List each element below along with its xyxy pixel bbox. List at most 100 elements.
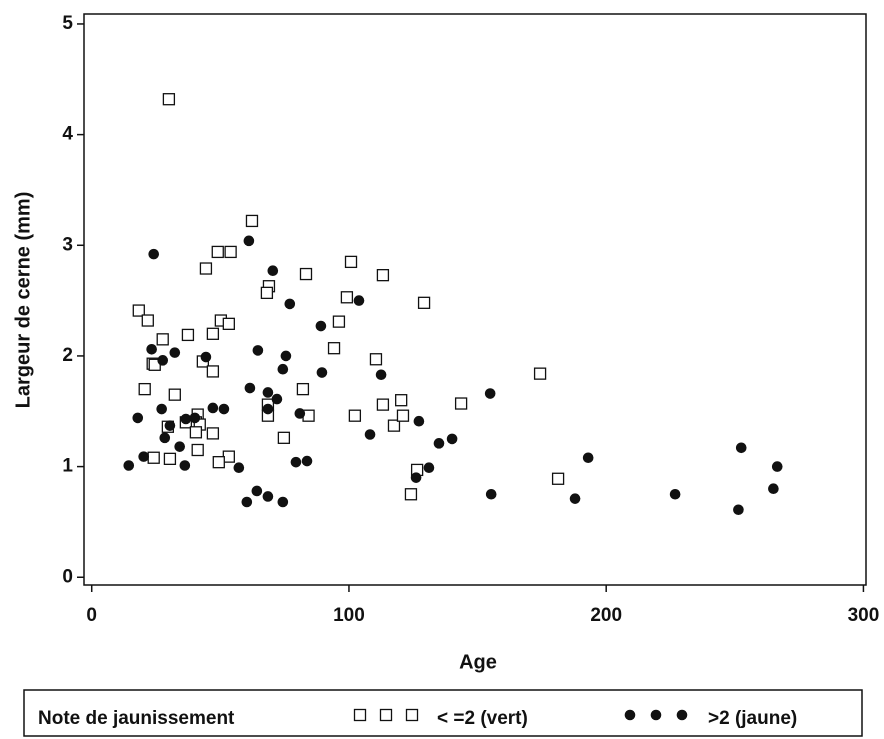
legend-marker: [379, 708, 393, 722]
y-tick-label: 3: [62, 234, 73, 255]
point: [375, 369, 387, 381]
point: [174, 441, 185, 452]
point: [132, 412, 144, 424]
point: [222, 450, 235, 463]
point: [316, 367, 328, 378]
legend-title: Note de jaunissement: [38, 708, 235, 729]
point: [669, 488, 681, 500]
legend-label: < =2 (vert): [437, 708, 528, 729]
point: [395, 394, 408, 407]
point: [404, 488, 418, 501]
point: [413, 415, 425, 427]
point: [138, 382, 151, 396]
legend-marker: [676, 709, 688, 721]
point: [387, 419, 401, 432]
point: [271, 393, 283, 405]
point: [224, 245, 237, 259]
point: [207, 402, 219, 414]
point: [446, 433, 458, 445]
point: [327, 342, 341, 355]
point: [410, 472, 422, 483]
point: [299, 267, 313, 281]
legend-marker: [353, 708, 367, 722]
point: [132, 304, 145, 317]
legend-box: [23, 689, 863, 737]
point: [280, 350, 292, 362]
point: [159, 432, 171, 444]
point: [771, 461, 783, 472]
point: [123, 460, 135, 471]
point: [396, 409, 410, 422]
point: [156, 333, 169, 346]
point: [212, 456, 225, 469]
point: [569, 493, 581, 504]
point: [353, 295, 365, 306]
point: [260, 286, 274, 300]
point: [277, 496, 289, 508]
y-tick-label: 2: [62, 345, 73, 366]
point: [164, 420, 176, 431]
point: [146, 343, 157, 355]
point: [267, 265, 279, 277]
x-tick-label: 200: [590, 605, 622, 626]
point: [417, 296, 431, 309]
point: [189, 426, 203, 439]
point: [290, 456, 302, 468]
point: [252, 345, 264, 356]
point: [206, 427, 220, 440]
point: [206, 365, 220, 378]
legend-marker: [405, 708, 419, 722]
point: [200, 351, 212, 363]
point: [296, 382, 310, 396]
point: [433, 438, 445, 449]
point: [251, 485, 263, 497]
point: [181, 328, 195, 342]
point: [454, 397, 468, 410]
point: [147, 451, 160, 464]
point: [485, 488, 497, 500]
point: [148, 248, 160, 260]
legend-marker: [624, 709, 636, 721]
point: [243, 235, 255, 247]
point: [206, 327, 220, 340]
point: [376, 269, 390, 282]
point: [262, 491, 274, 502]
point: [768, 483, 779, 495]
point: [376, 398, 390, 411]
point: [301, 455, 313, 467]
x-tick-label: 0: [86, 605, 97, 626]
point: [138, 451, 149, 462]
point: [533, 367, 547, 380]
point: [163, 452, 177, 465]
point: [156, 403, 167, 415]
point: [332, 315, 346, 328]
point: [211, 245, 224, 259]
x-tick-label: 300: [848, 605, 880, 626]
point: [284, 298, 296, 310]
x-axis-label: Age: [459, 651, 497, 673]
point: [484, 388, 496, 399]
point: [169, 347, 181, 358]
point: [244, 382, 256, 394]
point: [245, 214, 259, 228]
point: [340, 291, 354, 304]
point: [189, 412, 201, 424]
point: [348, 409, 362, 422]
point: [191, 443, 204, 457]
legend-marker: [650, 709, 662, 721]
point: [277, 431, 291, 444]
point: [222, 317, 235, 330]
point: [233, 462, 245, 474]
point: [364, 429, 376, 440]
y-tick-label: 0: [62, 566, 73, 587]
point: [179, 460, 191, 471]
point: [277, 363, 289, 375]
point: [262, 387, 274, 398]
point: [162, 93, 176, 106]
point: [199, 262, 213, 275]
point: [157, 355, 169, 366]
point: [369, 353, 383, 366]
x-tick-label: 100: [333, 605, 365, 626]
point: [241, 496, 253, 508]
